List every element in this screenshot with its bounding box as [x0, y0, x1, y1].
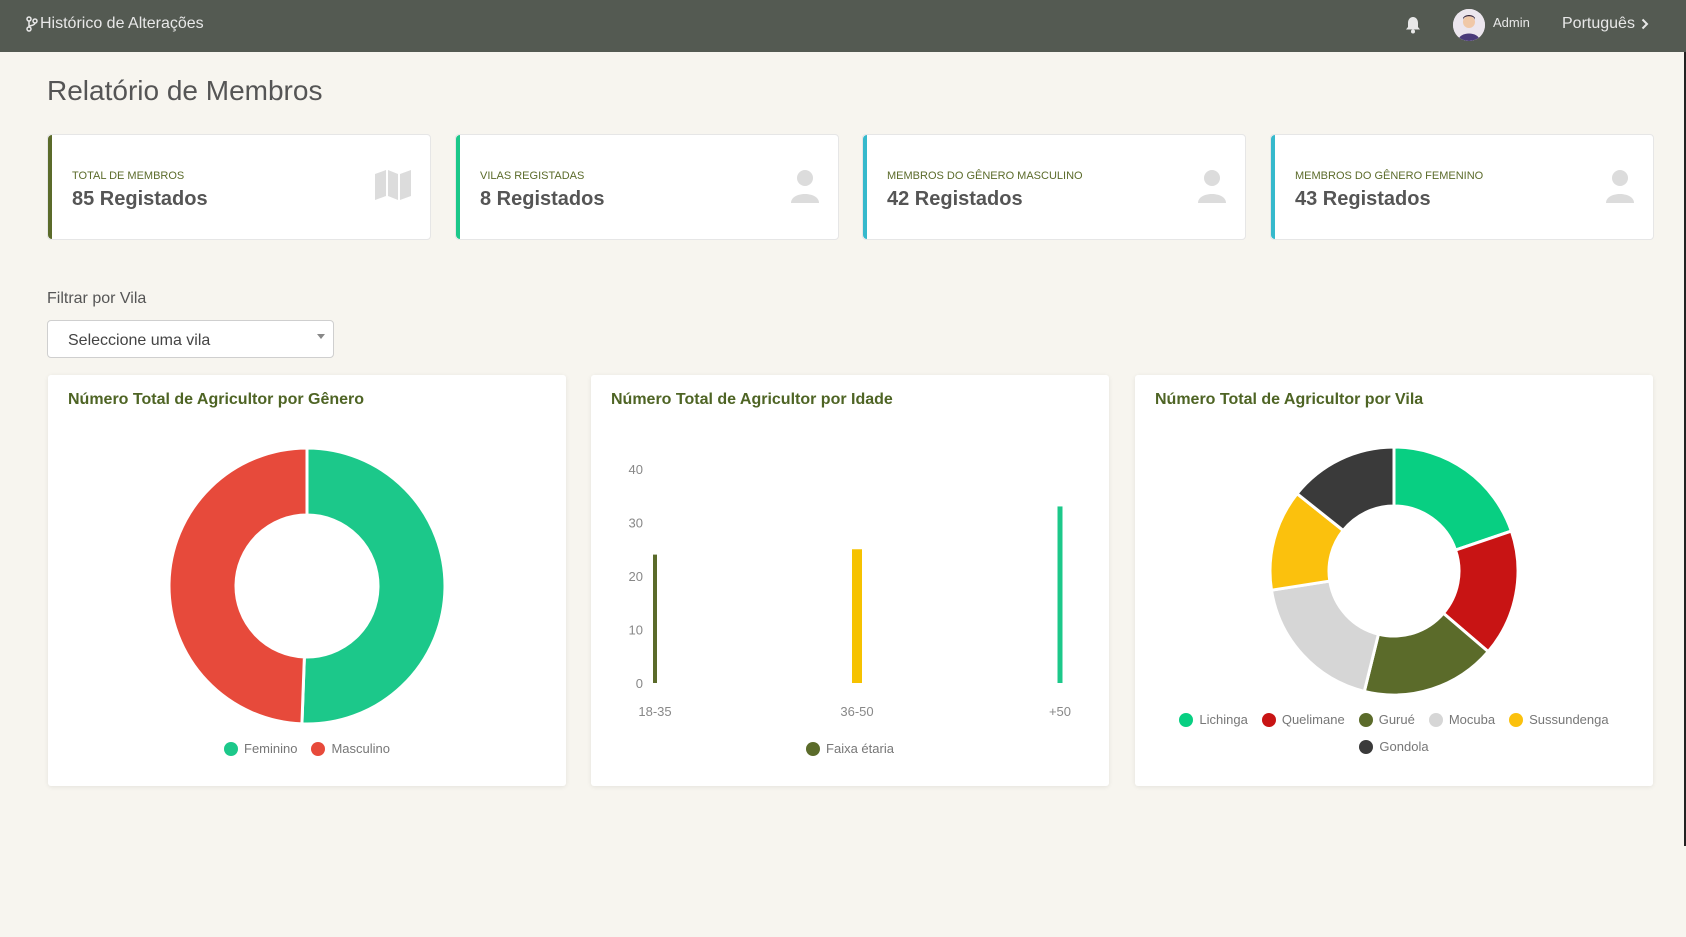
legend-swatch: [1359, 739, 1374, 754]
legend-swatch: [1358, 712, 1373, 727]
bell-icon: [1406, 17, 1420, 34]
legend-item[interactable]: Sussundenga: [1509, 712, 1609, 727]
legend-label: Gondola: [1379, 739, 1429, 754]
git-branch-icon: [26, 16, 38, 32]
age-bar-chart: 0 10 20 30 40 18-35 36-50 +50: [629, 462, 1072, 719]
legend-label: Quelimane: [1281, 712, 1345, 727]
donut-slice-masculino[interactable]: [167, 446, 309, 726]
legend-item[interactable]: Gondola: [1359, 739, 1429, 754]
user-icon: [791, 170, 819, 203]
history-label: Histórico de Alterações: [40, 15, 204, 32]
chart-title: Número Total de Agricultor por Vila: [1155, 391, 1424, 408]
stat-card-female-members: MEMBROS DO GÊNERO FEMENINO 43 Registados: [1270, 134, 1654, 240]
legend-item[interactable]: Gurué: [1358, 712, 1415, 727]
legend-item[interactable]: Faixa étaria: [806, 741, 894, 756]
legend-swatch: [1509, 712, 1524, 727]
chart-title: Número Total de Agricultor por Idade: [611, 391, 893, 408]
donut-slice-lichinga[interactable]: [1392, 445, 1514, 552]
legend-item[interactable]: Lichinga: [1179, 712, 1248, 727]
stat-accent-bar: [863, 135, 867, 239]
legend-label: Faixa étaria: [826, 741, 894, 756]
village-select-value: Seleccione uma vila: [68, 332, 211, 349]
stat-accent-bar: [1271, 135, 1275, 239]
y-tick-label: 40: [629, 462, 643, 477]
y-tick-label: 10: [629, 623, 643, 638]
page-title: Relatório de Membros: [47, 75, 323, 106]
chart-title: Número Total de Agricultor por Gênero: [68, 391, 365, 408]
village-donut-chart: [1268, 445, 1520, 697]
stat-value: 85 Registados: [72, 188, 208, 210]
scrollbar[interactable]: [1684, 52, 1686, 846]
chart-legend: Lichinga Quelimane Gurué Mocuba Sussundenga G…: [1135, 712, 1653, 766]
stat-label: VILAS REGISTADAS: [480, 170, 585, 182]
donut-slice-feminino[interactable]: [300, 446, 447, 726]
stat-label: TOTAL DE MEMBROS: [72, 170, 185, 182]
legend-swatch: [311, 741, 326, 756]
legend-item[interactable]: Mocuba: [1428, 712, 1496, 727]
stat-label: MEMBROS DO GÊNERO MASCULINO: [887, 170, 1083, 182]
filter-label: Filtrar por Vila: [47, 290, 147, 307]
legend-item[interactable]: Masculino: [311, 741, 390, 756]
legend-label: Gurué: [1378, 712, 1415, 727]
stat-card-male-members: MEMBROS DO GÊNERO MASCULINO 42 Registado…: [862, 134, 1246, 240]
language-selector[interactable]: Português: [1562, 15, 1649, 33]
legend-item[interactable]: Feminino: [224, 741, 297, 756]
legend-swatch: [224, 741, 238, 756]
avatar[interactable]: [1453, 9, 1485, 41]
y-tick-label: 0: [636, 676, 643, 691]
chart-card-village: Número Total de Agricultor por Vila Lich…: [1135, 375, 1653, 786]
legend-swatch: [1179, 712, 1194, 727]
user-icon: [1606, 170, 1634, 203]
chart-legend: Faixa étaria: [591, 741, 1109, 768]
chart-card-age: Número Total de Agricultor por Idade 0 10…: [591, 375, 1109, 786]
stat-accent-bar: [48, 135, 52, 239]
x-tick-label: 18-35: [638, 704, 671, 719]
donut-slice-mocuba[interactable]: [1269, 579, 1381, 694]
legend-label: Lichinga: [1199, 712, 1248, 727]
legend-swatch: [1428, 712, 1443, 727]
stat-value: 43 Registados: [1295, 188, 1431, 210]
bar-18-35[interactable]: [653, 554, 657, 683]
notifications-button[interactable]: [1405, 16, 1421, 39]
village-select[interactable]: Seleccione uma vila: [47, 320, 334, 358]
y-tick-label: 30: [629, 516, 643, 531]
stat-value: 8 Registados: [480, 188, 605, 210]
legend-label: Feminino: [244, 741, 298, 756]
legend-label: Masculino: [331, 741, 390, 756]
x-tick-label: 36-50: [840, 704, 873, 719]
chart-legend: Feminino Masculino: [48, 741, 566, 768]
stat-card-total-members: TOTAL DE MEMBROS 85 Registados: [47, 134, 431, 240]
bar-+50[interactable]: [1057, 506, 1063, 683]
language-label: Português: [1562, 15, 1635, 32]
bar-36-50[interactable]: [852, 549, 862, 683]
stat-label: MEMBROS DO GÊNERO FEMENINO: [1295, 170, 1484, 182]
caret-down-icon: [317, 334, 325, 339]
x-tick-label: +50: [1049, 704, 1071, 719]
y-tick-label: 20: [629, 569, 643, 584]
legend-label: Mocuba: [1448, 712, 1496, 727]
stat-card-villages: VILAS REGISTADAS 8 Registados: [455, 134, 839, 240]
top-navbar: Histórico de Alterações Admin Português: [0, 0, 1686, 52]
legend-swatch: [806, 741, 821, 756]
legend-item[interactable]: Quelimane: [1261, 712, 1345, 727]
legend-label: Sussundenga: [1529, 712, 1609, 727]
stat-accent-bar: [456, 135, 460, 239]
gender-donut-chart: [167, 446, 447, 726]
legend-swatch: [1261, 712, 1276, 727]
chart-card-gender: Número Total de Agricultor por Gênero Fe…: [48, 375, 566, 786]
user-icon: [1198, 170, 1226, 203]
avatar-image-icon: [1453, 9, 1485, 41]
history-link[interactable]: Histórico de Alterações: [26, 15, 204, 33]
user-name[interactable]: Admin: [1493, 15, 1530, 30]
chevron-right-icon: [1641, 18, 1649, 30]
donut-slice-gondola[interactable]: [1294, 445, 1396, 533]
map-icon: [375, 170, 411, 200]
stat-value: 42 Registados: [887, 188, 1023, 210]
